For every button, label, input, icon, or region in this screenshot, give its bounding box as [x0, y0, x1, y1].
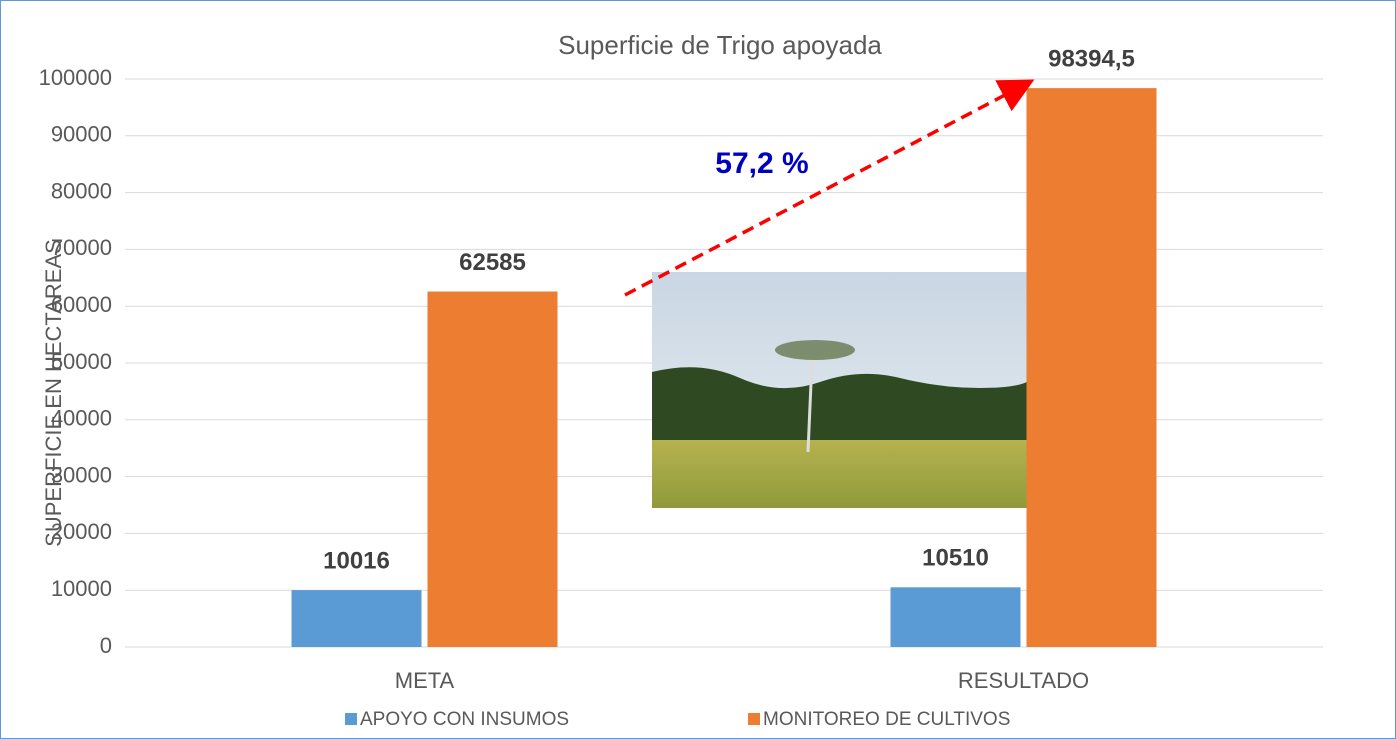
y-axis-label: SUPERFICIE EN HECTAREAS — [41, 239, 66, 547]
bar — [890, 587, 1021, 647]
legend-swatch — [748, 713, 760, 725]
legend-label: APOYO CON INSUMOS — [360, 709, 569, 730]
y-tick-label: 60000 — [51, 292, 112, 317]
x-tick-label: META — [395, 668, 455, 693]
y-tick-label: 90000 — [51, 122, 112, 147]
value-label: 62585 — [459, 249, 526, 276]
value-label: 98394,5 — [1048, 45, 1135, 72]
y-tick-label: 80000 — [51, 178, 112, 203]
photo — [652, 272, 1030, 508]
y-tick-label: 40000 — [51, 406, 112, 431]
y-tick-label: 0 — [100, 633, 112, 658]
y-tick-label: 50000 — [51, 349, 112, 374]
y-tick-label: 20000 — [51, 519, 112, 544]
value-label: 10016 — [323, 547, 390, 574]
annotation: 57,2 % — [715, 147, 808, 180]
bar — [427, 291, 558, 647]
y-tick-label: 10000 — [51, 576, 112, 601]
y-tick-label: 70000 — [51, 235, 112, 260]
x-tick-label: RESULTADO — [958, 668, 1089, 693]
bars — [291, 88, 1157, 647]
bar — [1026, 88, 1157, 647]
chart-title: Superficie de Trigo apoyada — [558, 30, 882, 60]
y-tick-label: 100000 — [39, 65, 112, 90]
legend-label: MONITOREO DE CULTIVOS — [763, 709, 1010, 730]
y-tick-label: 30000 — [51, 462, 112, 487]
legend-swatch — [345, 713, 357, 725]
bar — [291, 590, 422, 647]
value-label: 10510 — [922, 545, 989, 572]
